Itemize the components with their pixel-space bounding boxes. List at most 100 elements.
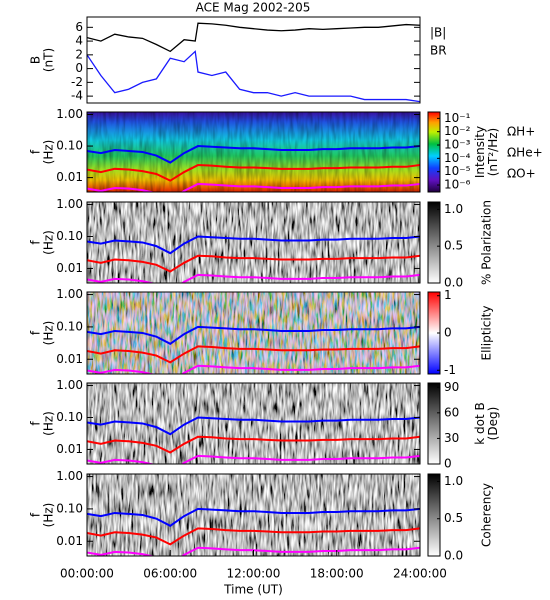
gyrofrequency-line [87, 164, 420, 182]
y-tick-label: 0.01 [56, 442, 83, 456]
colorbar-tick-label: 10⁻³ [444, 138, 471, 152]
plot-area [87, 474, 420, 556]
y-tick-label: 0.10 [56, 229, 83, 243]
colorbar-tick-label: 0 [444, 326, 452, 340]
colorbar-tick-label: 10⁻¹ [444, 111, 471, 125]
gyrofrequency-line [87, 235, 420, 255]
colorbar-tick-label: 60 [444, 405, 459, 419]
gyrofrequency-line [87, 254, 420, 273]
colorbar-label: Intensity [473, 126, 487, 178]
y-axis-label: (Hz) [42, 411, 56, 436]
x-axis-label: Time (UT) [223, 583, 283, 597]
gyrofrequency-line [87, 325, 420, 345]
x-tick-label: 24:00:00 [393, 567, 447, 581]
colorbar-tick-label: 1 [444, 288, 452, 302]
axes-frame [86, 111, 421, 193]
plot-area [87, 383, 420, 464]
gyrofrequency-line [87, 507, 420, 527]
colorbar [427, 201, 441, 284]
colorbar-label: (Deg) [486, 407, 500, 441]
species-label: ΩH+ [507, 125, 535, 139]
line [87, 50, 420, 103]
colorbar [427, 382, 441, 465]
y-axis-label: (Hz) [42, 321, 56, 346]
y-tick-label: 0 [75, 61, 83, 75]
line [87, 22, 420, 53]
colorbar-tick-label: 10⁻⁴ [444, 151, 471, 165]
y-tick-label: 0.10 [56, 410, 83, 424]
y-tick-label: 2 [75, 47, 83, 61]
colorbar [427, 111, 441, 193]
x-tick-label: 12:00:00 [227, 567, 281, 581]
colorbar-tick-label: 0 [444, 457, 452, 471]
plot-area [87, 112, 420, 192]
colorbar-tick-label: 0.5 [444, 239, 463, 253]
y-tick-label: 0.01 [56, 534, 83, 548]
legend-entry: BR [430, 44, 447, 58]
x-tick-label: 06:00:00 [143, 567, 197, 581]
gyrofrequency-line [87, 364, 420, 374]
colorbar-label: Coherency [480, 483, 494, 547]
colorbar-label: % Polarization [480, 200, 494, 285]
y-axis-label: (nT) [42, 48, 56, 72]
colorbar-tick-label: -1 [444, 363, 456, 377]
y-axis-label: B [29, 56, 43, 64]
plot-area [87, 22, 420, 103]
colorbar-tick-label: 0.0 [444, 276, 463, 290]
y-tick-label: 0.01 [56, 352, 83, 366]
colorbar-tick-label: 0.5 [444, 511, 463, 525]
gyrofrequency-line [87, 145, 420, 164]
y-tick-label: 6 [75, 20, 83, 34]
y-tick-label: 0.01 [56, 261, 83, 275]
colorbar-label: k dot B [473, 402, 487, 444]
axes-frame [86, 201, 421, 284]
gyrofrequency-line [87, 454, 420, 464]
y-tick-label: 1.00 [56, 378, 83, 392]
y-axis-label: f [29, 512, 43, 517]
x-tick-label: 00:00:00 [60, 567, 114, 581]
y-tick-label: 0.10 [56, 501, 83, 515]
y-axis-label: (Hz) [42, 140, 56, 165]
x-tick-label: 18:00:00 [310, 567, 364, 581]
axes-frame [86, 382, 421, 465]
y-tick-label: 0.01 [56, 170, 83, 184]
y-tick-label: -2 [71, 75, 83, 89]
gyrofrequency-line [87, 527, 420, 546]
colorbar-tick-label: 10⁻⁵ [444, 164, 471, 178]
colorbar-label: Ellipticity [480, 306, 494, 361]
colorbar-tick-label: 10⁻⁶ [444, 178, 471, 192]
colorbar-tick-label: 30 [444, 431, 459, 445]
legend-entry: |B| [430, 26, 446, 40]
colorbar-tick-label: 1.0 [444, 474, 463, 488]
species-label: ΩHe+ [507, 146, 543, 160]
colorbar-tick-label: 90 [444, 380, 459, 394]
y-axis-label: f [29, 240, 43, 245]
axes-frame [86, 16, 421, 104]
y-tick-label: 0.10 [56, 139, 83, 153]
y-tick-label: 1.00 [56, 107, 83, 121]
gyrofrequency-line [87, 435, 420, 454]
y-tick-label: 0.10 [56, 319, 83, 333]
y-axis-label: (Hz) [42, 230, 56, 255]
plot-area [87, 292, 420, 374]
gyrofrequency-line [87, 416, 420, 436]
y-tick-label: 1.00 [56, 287, 83, 301]
colorbar-tick-label: 1.0 [444, 202, 463, 216]
y-tick-label: -4 [71, 89, 83, 103]
species-label: ΩO+ [507, 167, 536, 181]
y-tick-label: 4 [75, 34, 83, 48]
gyrofrequency-line [87, 345, 420, 364]
chart-title: ACE Mag 2002-205 [196, 1, 311, 15]
colorbar-tick-label: 0.0 [444, 549, 463, 563]
colorbar-tick-label: 10⁻² [444, 124, 471, 138]
y-tick-label: 1.00 [56, 197, 83, 211]
gyrofrequency-line [87, 273, 420, 283]
plot-area [87, 202, 420, 283]
axes-frame [86, 291, 421, 375]
colorbar-label: (nT²/Hz) [486, 128, 500, 176]
y-axis-label: f [29, 330, 43, 335]
y-axis-label: f [29, 421, 43, 426]
gyrofrequency-line [87, 182, 420, 192]
y-tick-label: 1.00 [56, 469, 83, 483]
